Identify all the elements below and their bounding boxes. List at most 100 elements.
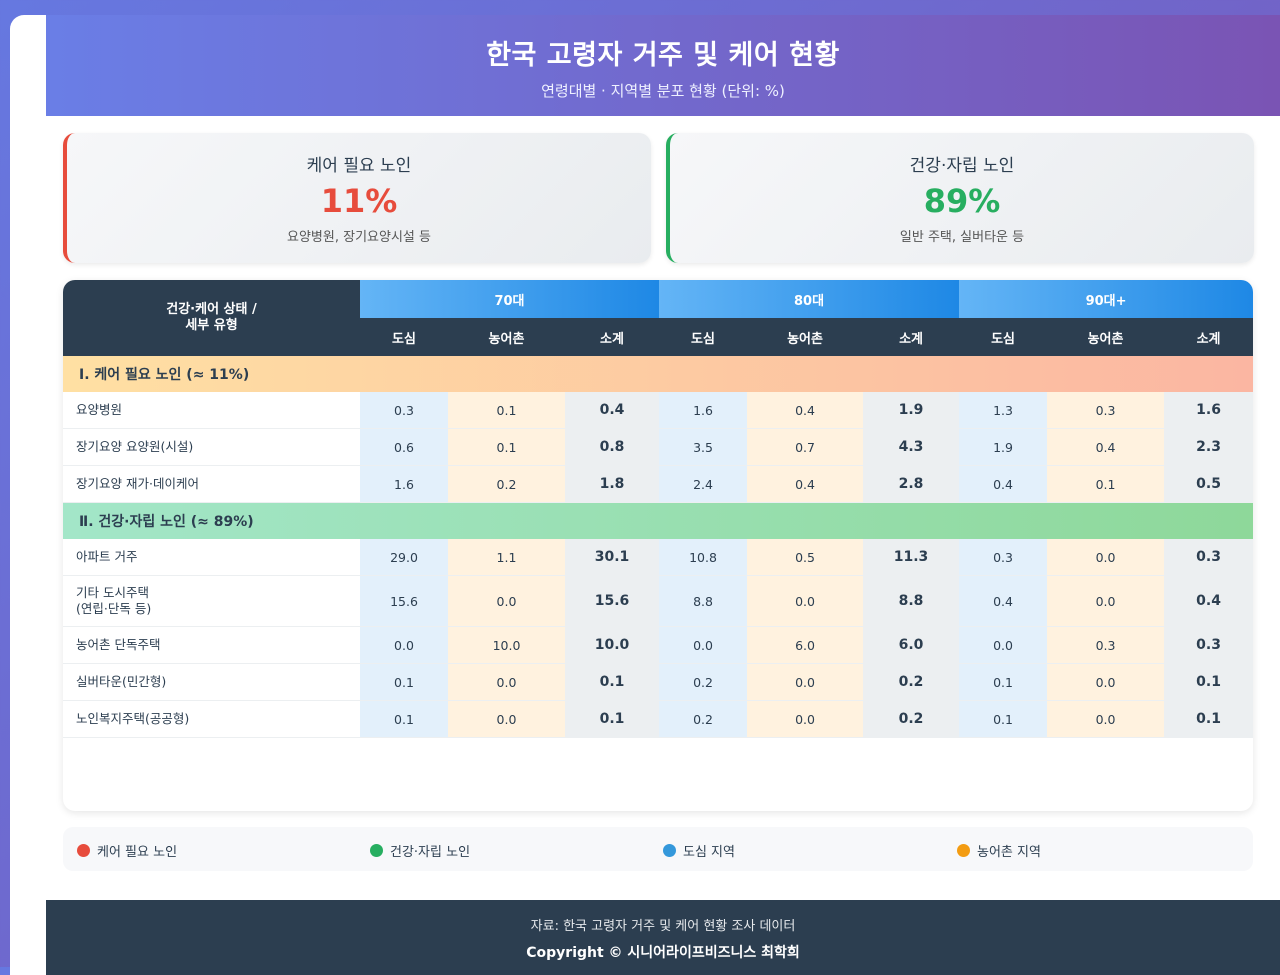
row-label-text: 기타 도시주택 — [76, 585, 149, 600]
row-label-text: 노인복지주택(공공형) — [76, 711, 190, 726]
data-table: 건강·케어 상태 / 세부 유형 70대 80대 90대+ 도심 농어촌 소계 … — [63, 280, 1253, 738]
urban-cell: 0.6 — [360, 428, 448, 466]
group-header-70s: 70대 — [360, 280, 660, 318]
subtotal-cell: 0.4 — [565, 392, 660, 429]
urban-cell: 0.0 — [959, 626, 1048, 664]
row-label: 장기요양 요양원(시설) — [63, 428, 360, 466]
urban-cell: 1.6 — [360, 465, 448, 503]
data-table-container: 건강·케어 상태 / 세부 유형 70대 80대 90대+ 도심 농어촌 소계 … — [63, 280, 1253, 811]
legend-dot-care — [77, 844, 90, 857]
table-body: Ⅰ. 케어 필요 노인 (≈ 11%) 요양병원 0.3 0.1 0.4 1.6 0.4 1.… — [63, 356, 1253, 738]
table-row: 장기요양 요양원(시설) 0.6 0.1 0.8 3.5 0.7 4.3 1.9 0.4 2.3 — [63, 428, 1253, 466]
rural-cell: 0.0 — [1047, 663, 1165, 701]
corner-header-line1: 건강·케어 상태 / — [166, 302, 257, 317]
page-footer: 자료: 한국 고령자 거주 및 케어 현황 조사 데이터 Copyright ©… — [46, 900, 1280, 975]
urban-cell: 0.4 — [959, 465, 1048, 503]
subtotal-cell: 1.8 — [565, 465, 660, 503]
subheader-urban: 도심 — [959, 318, 1048, 356]
subheader-urban: 도심 — [360, 318, 448, 356]
subtotal-cell: 0.1 — [565, 700, 660, 738]
urban-cell: 0.2 — [659, 663, 748, 701]
rural-cell: 0.0 — [1047, 539, 1165, 576]
subtotal-cell: 4.3 — [863, 428, 960, 466]
urban-cell: 8.8 — [659, 575, 748, 627]
subheader-rural: 농어촌 — [1047, 318, 1165, 356]
legend-label-independent: 건강·자립 노인 — [390, 845, 471, 860]
subheader-rural: 농어촌 — [448, 318, 565, 356]
urban-cell: 0.4 — [959, 575, 1048, 627]
rural-cell: 0.0 — [448, 663, 565, 701]
page-container: 한국 고령자 거주 및 케어 현황 연령대별 · 지역별 분포 현황 (단위: … — [10, 15, 1280, 975]
group-header-90s: 90대+ — [959, 280, 1253, 318]
care-needed-value: 11% — [320, 182, 398, 220]
urban-cell: 0.1 — [959, 663, 1048, 701]
subtotal-cell: 10.0 — [565, 626, 660, 664]
subtotal-cell: 0.3 — [1164, 626, 1253, 664]
legend-dot-urban — [663, 844, 676, 857]
urban-cell: 0.0 — [659, 626, 748, 664]
row-label-text: 장기요양 재가·데이케어 — [76, 476, 199, 491]
legend-item-independent: 건강·자립 노인 — [370, 841, 470, 860]
rural-cell: 0.3 — [1047, 392, 1165, 429]
independent-desc: 일반 주택, 실버타운 등 — [899, 230, 1025, 245]
urban-cell: 0.2 — [659, 700, 748, 738]
urban-cell: 3.5 — [659, 428, 748, 466]
urban-cell: 29.0 — [360, 539, 448, 576]
care-needed-desc: 요양병원, 장기요양시설 등 — [287, 230, 431, 245]
rural-cell: 0.0 — [747, 663, 864, 701]
independent-title: 건강·자립 노인 — [909, 156, 1015, 176]
rural-cell: 0.7 — [747, 428, 864, 466]
subtotal-cell: 0.1 — [565, 663, 660, 701]
urban-cell: 15.6 — [360, 575, 448, 627]
subtotal-cell: 0.1 — [1164, 663, 1253, 701]
urban-cell: 2.4 — [659, 465, 748, 503]
rural-cell: 0.0 — [747, 575, 864, 627]
urban-cell: 0.3 — [959, 539, 1048, 576]
legend-dot-rural — [957, 844, 970, 857]
subtotal-cell: 2.8 — [863, 465, 960, 503]
urban-cell: 1.6 — [659, 392, 748, 429]
rural-cell: 0.3 — [1047, 626, 1165, 664]
table-row: 노인복지주택(공공형) 0.1 0.0 0.1 0.2 0.0 0.2 0.1 0.0 0.1 — [63, 700, 1253, 738]
subtotal-cell: 6.0 — [863, 626, 960, 664]
subheader-subtotal: 소계 — [565, 318, 660, 356]
rural-cell: 0.4 — [1047, 428, 1165, 466]
row-label-text-line2: (연립·단독 등) — [76, 601, 152, 616]
table-row: 농어촌 단독주택 0.0 10.0 10.0 0.0 6.0 6.0 0.0 0.3 0.3 — [63, 626, 1253, 664]
care-needed-card: 케어 필요 노인 11% 요양병원, 장기요양시설 등 — [63, 133, 651, 263]
legend-dot-independent — [370, 844, 383, 857]
row-label: 장기요양 재가·데이케어 — [63, 465, 360, 503]
table-row: 아파트 거주 29.0 1.1 30.1 10.8 0.5 11.3 0.3 0.0 0.3 — [63, 539, 1253, 576]
subtotal-cell: 0.3 — [1164, 539, 1253, 576]
rural-cell: 0.5 — [747, 539, 864, 576]
independent-value: 89% — [923, 182, 1001, 220]
subtotal-cell: 15.6 — [565, 575, 660, 627]
legend-item-rural: 농어촌 지역 — [957, 841, 1041, 860]
subtotal-cell: 0.1 — [1164, 700, 1253, 738]
table-row: 기타 도시주택 (연립·단독 등) 15.6 0.0 15.6 8.8 0.0 8.8 0.4 0… — [63, 575, 1253, 627]
section-title: Ⅰ. 케어 필요 노인 (≈ 11%) — [63, 356, 1253, 392]
legend-label-urban: 도심 지역 — [683, 845, 735, 860]
rural-cell: 0.1 — [448, 428, 565, 466]
urban-cell: 0.3 — [360, 392, 448, 429]
rural-cell: 0.0 — [448, 575, 565, 627]
table-row: 실버타운(민간형) 0.1 0.0 0.1 0.2 0.0 0.2 0.1 0.0 0.1 — [63, 663, 1253, 701]
section-row-care: Ⅰ. 케어 필요 노인 (≈ 11%) — [63, 356, 1253, 392]
row-label-text: 실버타운(민간형) — [76, 674, 167, 689]
urban-cell: 0.0 — [360, 626, 448, 664]
subtotal-cell: 1.6 — [1164, 392, 1253, 429]
row-label: 요양병원 — [63, 392, 360, 429]
rural-cell: 0.2 — [448, 465, 565, 503]
subheader-urban: 도심 — [659, 318, 748, 356]
corner-header: 건강·케어 상태 / 세부 유형 — [63, 280, 360, 356]
subtotal-cell: 0.2 — [863, 663, 960, 701]
footer-source: 자료: 한국 고령자 거주 및 케어 현황 조사 데이터 — [530, 919, 796, 934]
legend-label-rural: 농어촌 지역 — [977, 845, 1041, 860]
legend-item-urban: 도심 지역 — [663, 841, 735, 860]
subheader-rural: 농어촌 — [747, 318, 864, 356]
subheader-subtotal: 소계 — [1164, 318, 1253, 356]
row-label-text: 농어촌 단독주택 — [76, 637, 161, 652]
subtotal-cell: 0.4 — [1164, 575, 1253, 627]
subtotal-cell: 30.1 — [565, 539, 660, 576]
urban-cell: 1.9 — [959, 428, 1048, 466]
